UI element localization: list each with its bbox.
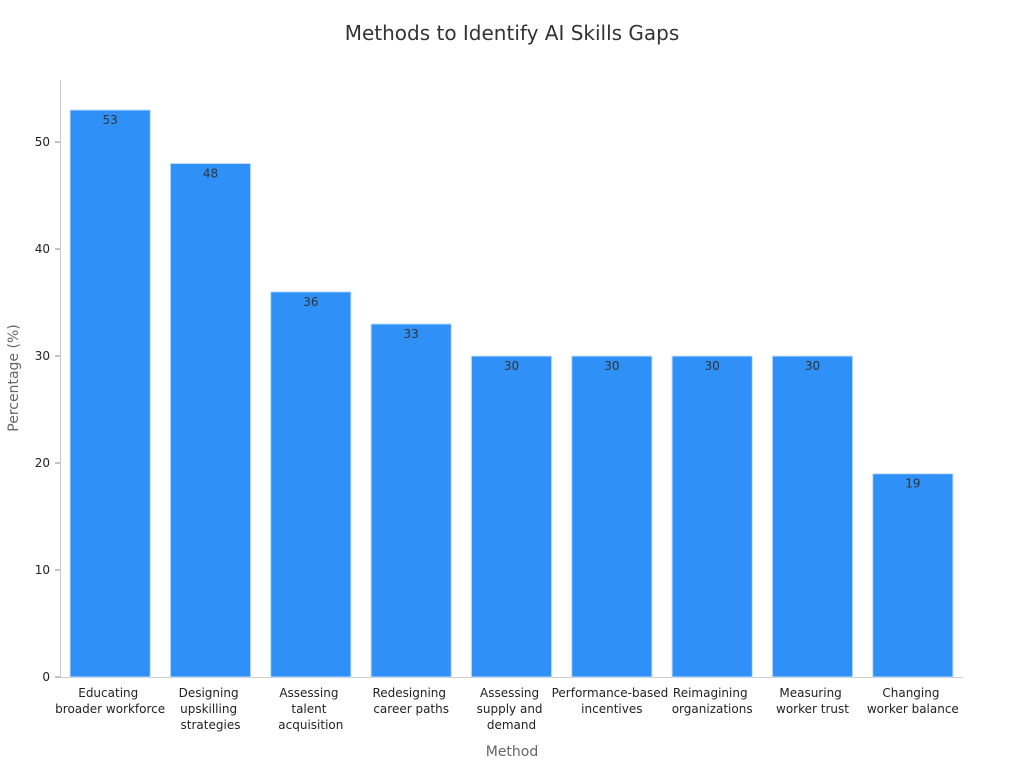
x-tick-label: Assessing supply and demand xyxy=(477,686,547,732)
bar xyxy=(270,291,352,678)
bar xyxy=(69,109,151,678)
y-tick-label: 10 xyxy=(35,563,50,577)
bar xyxy=(771,355,854,678)
x-axis-title: Method xyxy=(486,744,539,760)
value-label: 19 xyxy=(905,477,920,491)
value-label: 36 xyxy=(303,295,318,309)
value-label: 30 xyxy=(504,359,519,373)
x-tick-label: Changing worker balance xyxy=(867,686,959,716)
x-tick-label: Educating broader workforce xyxy=(55,686,165,716)
y-tick-label: 0 xyxy=(42,670,50,684)
bar xyxy=(370,323,452,678)
x-tick-label: Reimagining organizations xyxy=(672,686,753,716)
x-tick-label: Performance-based incentives xyxy=(552,686,672,716)
bar xyxy=(671,355,753,678)
y-tick-label: 30 xyxy=(35,349,50,363)
value-label: 48 xyxy=(203,166,218,180)
x-tick-label: Redesigning career paths xyxy=(372,686,449,716)
value-label: 30 xyxy=(805,359,820,373)
bar xyxy=(169,162,252,678)
bar xyxy=(470,355,553,678)
value-label: 53 xyxy=(103,113,118,127)
x-tick-label: Assessing talent acquisition xyxy=(278,686,343,732)
value-label: 30 xyxy=(705,359,720,373)
value-label: 33 xyxy=(404,327,419,341)
bar xyxy=(571,355,653,678)
x-tick-label: Designing upskilling strategies xyxy=(179,686,243,732)
y-tick-label: 20 xyxy=(35,456,50,470)
value-label: 30 xyxy=(604,359,619,373)
x-tick-label: Measuring worker trust xyxy=(776,686,849,716)
y-tick-label: 50 xyxy=(35,135,50,149)
chart-title: Methods to Identify AI Skills Gaps xyxy=(345,21,680,45)
y-axis-title: Percentage (%) xyxy=(6,324,22,431)
bar xyxy=(872,473,954,678)
y-tick-label: 40 xyxy=(35,242,50,256)
